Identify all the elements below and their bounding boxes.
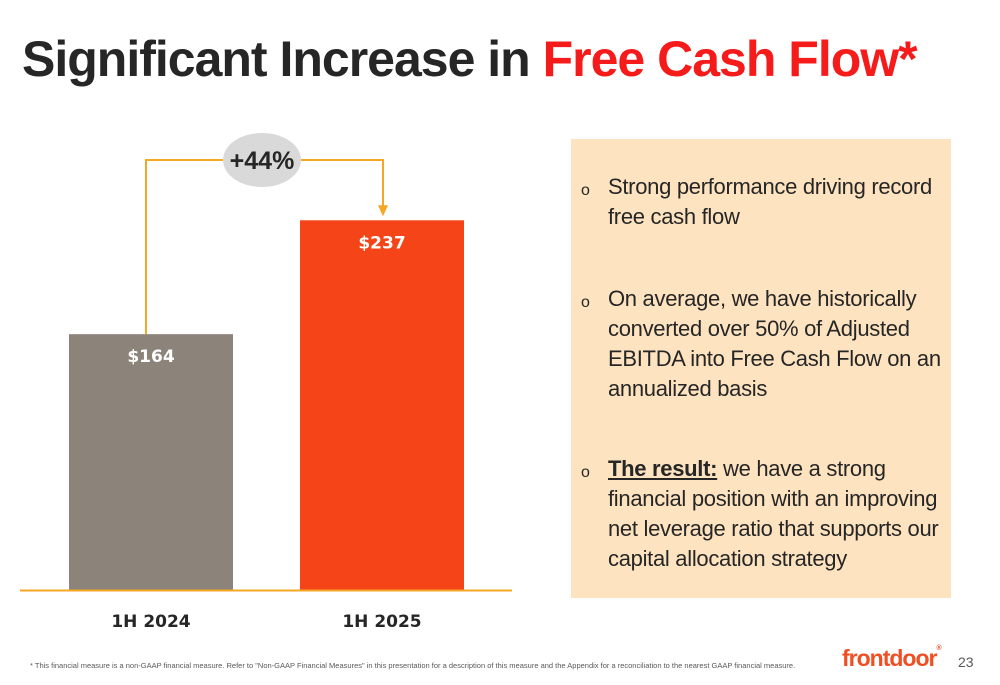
- bullet-bold-lead: The result:: [608, 456, 718, 481]
- connector-arrow-icon: [378, 205, 388, 217]
- logo-registered-mark: ®: [936, 645, 941, 652]
- free-cash-flow-chart: $164 1H 2024 $237 1H 2025 +44%: [20, 133, 512, 632]
- change-bubble: [223, 133, 301, 187]
- bullet-text-body: we have a strong financial position with…: [608, 456, 939, 571]
- footnote: * This financial measure is a non-GAAP f…: [30, 661, 796, 670]
- page-number: 23: [958, 654, 974, 670]
- title-highlight: Free Cash Flow*: [542, 31, 918, 87]
- bullet-text: On average, we have historically convert…: [608, 284, 943, 404]
- bullet-text-body: Strong performance driving record free c…: [608, 174, 932, 229]
- frontdoor-logo: frontdoor®: [842, 645, 942, 672]
- category-label: 1H 2025: [342, 612, 421, 632]
- title-prefix: Significant Increase in: [22, 31, 543, 87]
- bullet-marker: o: [581, 464, 590, 481]
- bullet-marker: o: [581, 182, 590, 199]
- page-title: Significant Increase in Free Cash Flow*: [22, 30, 918, 88]
- bullet-text-body: On average, we have historically convert…: [608, 286, 941, 401]
- bar-1h-2025: [300, 220, 464, 590]
- bullet-text: The result: we have a strong financial p…: [608, 454, 943, 574]
- category-label: 1H 2024: [111, 612, 190, 632]
- bullet-text: Strong performance driving record free c…: [608, 172, 943, 232]
- bar-1h-2024: [69, 334, 233, 590]
- bullet-panel: o Strong performance driving record free…: [571, 139, 951, 598]
- data-label: $237: [358, 233, 405, 253]
- change-label: +44%: [230, 147, 295, 175]
- data-label: $164: [127, 347, 174, 367]
- bullet-marker: o: [581, 294, 590, 311]
- logo-text: frontdoor: [842, 645, 937, 671]
